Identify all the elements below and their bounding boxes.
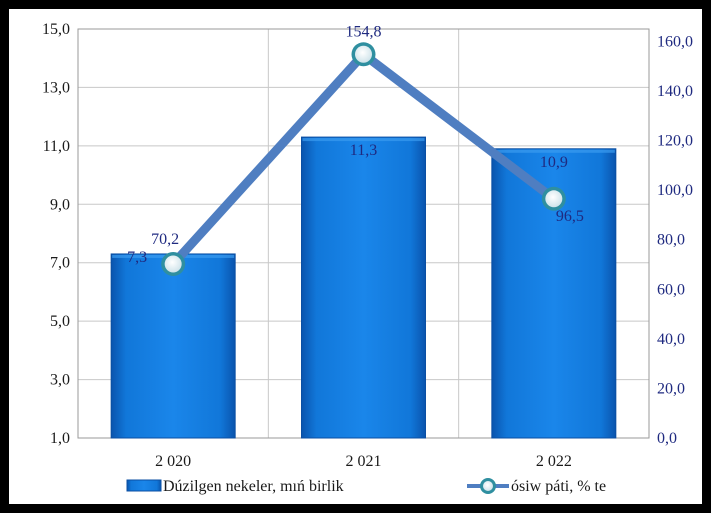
- y-left-tick-label: 11,0: [43, 138, 70, 155]
- y-left-tick-label: 7,0: [50, 255, 70, 272]
- line-value-label: 70,2: [151, 231, 179, 248]
- y-left-tick-label: 1,0: [50, 430, 70, 447]
- y-right-tick-label: 40,0: [657, 331, 685, 348]
- line-marker-core: [355, 45, 372, 63]
- y-right-tick-label: 0,0: [657, 430, 677, 447]
- bar: [301, 136, 426, 439]
- y-right-tick-label: 120,0: [657, 133, 693, 150]
- bar-value-label: 10,9: [540, 154, 568, 171]
- x-tick-label: 2 021: [346, 453, 382, 470]
- y-right-tick-label: 80,0: [657, 232, 685, 249]
- chart-frame: 7,3 11,3 10,9 70,2 154,8 96,5 1,0 3,0 5,0 7,0 9,0…: [9, 9, 702, 504]
- legend-line-marker-core: [483, 481, 493, 491]
- y-right-tick-label: 20,0: [657, 380, 685, 397]
- line-value-label: 154,8: [346, 23, 382, 40]
- x-tick-label: 2 022: [536, 453, 572, 470]
- bar-value-label: 7,3: [127, 249, 147, 266]
- axis-layer: 1,0 3,0 5,0 7,0 9,0 11,0 13,0 15,0 0,0 20,0 40,0 60…: [42, 21, 693, 470]
- y-right-tick-label: 100,0: [657, 182, 693, 199]
- legend-bar-label: Dúzilgen nekeler, mıń birlik: [163, 478, 344, 495]
- bar-highlight: [492, 149, 615, 153]
- legend-line-label: ósiw páti, % te: [511, 478, 606, 495]
- y-right-tick-label: 140,0: [657, 83, 693, 100]
- bar-value-label: 11,3: [350, 142, 377, 159]
- line-marker-core: [164, 255, 182, 273]
- bars-layer: [110, 136, 617, 439]
- y-left-tick-label: 13,0: [42, 79, 70, 96]
- line-value-label: 96,5: [556, 208, 584, 225]
- y-right-tick-label: 160,0: [657, 33, 693, 50]
- y-left-tick-label: 15,0: [42, 21, 70, 38]
- y-left-tick-label: 5,0: [50, 313, 70, 330]
- y-left-tick-label: 9,0: [50, 196, 70, 213]
- bar: [110, 253, 236, 439]
- labels-layer: 7,3 11,3 10,9 70,2 154,8 96,5: [127, 23, 584, 266]
- y-right-tick-label: 60,0: [657, 281, 685, 298]
- x-tick-label: 2 020: [155, 453, 191, 470]
- y-left-tick-label: 3,0: [50, 372, 70, 389]
- line-marker-core: [545, 190, 563, 208]
- combo-chart: 7,3 11,3 10,9 70,2 154,8 96,5 1,0 3,0 5,0 7,0 9,0…: [42, 21, 693, 495]
- bar-highlight: [302, 138, 425, 142]
- legend: Dúzilgen nekeler, mıń birlik ósiw páti, %…: [126, 478, 606, 495]
- legend-bar-swatch: [126, 479, 162, 492]
- line-layer: [161, 42, 566, 276]
